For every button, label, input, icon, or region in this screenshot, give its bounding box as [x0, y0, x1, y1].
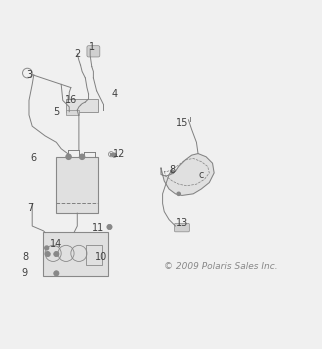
Circle shape: [108, 225, 111, 229]
Text: 16: 16: [65, 95, 77, 105]
FancyBboxPatch shape: [175, 223, 189, 232]
FancyBboxPatch shape: [56, 157, 98, 213]
Text: 12: 12: [113, 149, 125, 158]
Text: 2: 2: [74, 49, 80, 59]
Text: 7: 7: [27, 203, 34, 213]
Circle shape: [80, 154, 85, 159]
Circle shape: [171, 170, 174, 173]
FancyBboxPatch shape: [43, 232, 108, 276]
Text: 3: 3: [26, 70, 32, 80]
Text: 6: 6: [31, 154, 37, 163]
Text: 14: 14: [50, 239, 62, 249]
FancyBboxPatch shape: [87, 46, 100, 57]
Circle shape: [46, 252, 50, 256]
Text: 10: 10: [95, 252, 108, 262]
Text: © 2009 Polaris Sales Inc.: © 2009 Polaris Sales Inc.: [164, 262, 277, 271]
Text: 9: 9: [21, 268, 27, 278]
Text: 11: 11: [92, 223, 104, 233]
Polygon shape: [161, 154, 214, 195]
Circle shape: [66, 154, 71, 159]
Text: 5: 5: [53, 107, 60, 117]
Text: 13: 13: [176, 218, 188, 228]
FancyBboxPatch shape: [66, 110, 79, 115]
FancyBboxPatch shape: [66, 99, 98, 112]
Circle shape: [177, 192, 180, 195]
Text: 8: 8: [23, 252, 29, 262]
Text: c: c: [199, 170, 204, 179]
FancyBboxPatch shape: [86, 245, 102, 265]
Circle shape: [54, 252, 58, 256]
Text: 8: 8: [169, 165, 175, 174]
Circle shape: [112, 153, 116, 157]
Circle shape: [45, 246, 49, 250]
Text: 4: 4: [111, 89, 118, 99]
Text: 1: 1: [89, 42, 95, 52]
Text: 15: 15: [176, 118, 188, 128]
Circle shape: [54, 272, 58, 275]
